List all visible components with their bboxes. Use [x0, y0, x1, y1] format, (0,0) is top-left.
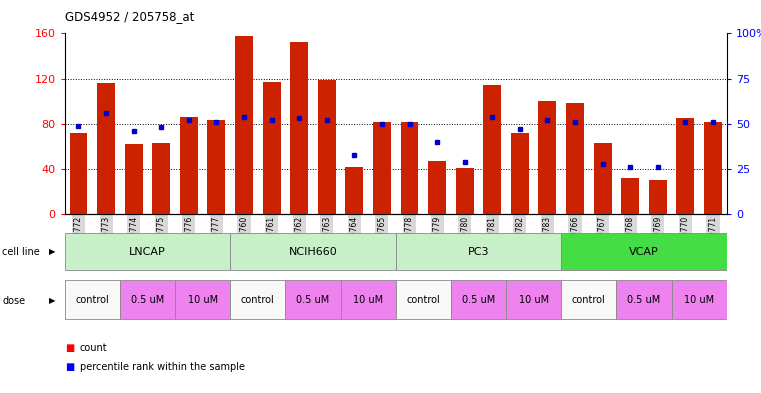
Text: ■: ■ — [65, 362, 74, 373]
Bar — [69, 133, 88, 214]
Bar — [451, 280, 506, 320]
Bar — [97, 83, 115, 214]
Bar — [230, 280, 285, 320]
Bar — [345, 167, 363, 214]
Bar — [180, 117, 198, 214]
Text: control: control — [75, 295, 109, 305]
Text: 0.5 uM: 0.5 uM — [627, 295, 661, 305]
Text: VCAP: VCAP — [629, 246, 659, 257]
Text: GDS4952 / 205758_at: GDS4952 / 205758_at — [65, 10, 194, 23]
Bar — [120, 280, 175, 320]
Text: 10 uM: 10 uM — [518, 295, 549, 305]
Bar — [428, 161, 446, 214]
Bar — [671, 280, 727, 320]
Text: LNCAP: LNCAP — [129, 246, 166, 257]
Bar — [263, 82, 281, 214]
Bar — [318, 80, 336, 214]
Bar — [704, 121, 722, 214]
Text: ▶: ▶ — [49, 247, 56, 256]
Bar — [373, 121, 391, 214]
Text: 0.5 uM: 0.5 uM — [131, 295, 164, 305]
Bar — [125, 144, 142, 214]
Text: 0.5 uM: 0.5 uM — [296, 295, 330, 305]
Bar — [208, 120, 225, 214]
Text: 10 uM: 10 uM — [187, 295, 218, 305]
Text: dose: dose — [2, 296, 25, 306]
Bar — [621, 178, 639, 214]
Bar — [483, 85, 501, 214]
Text: cell line: cell line — [2, 246, 40, 257]
Text: percentile rank within the sample: percentile rank within the sample — [80, 362, 245, 373]
Text: 0.5 uM: 0.5 uM — [462, 295, 495, 305]
Text: PC3: PC3 — [468, 246, 489, 257]
Bar — [285, 280, 341, 320]
Bar — [561, 280, 616, 320]
Text: count: count — [80, 343, 107, 353]
Text: NCIH660: NCIH660 — [288, 246, 337, 257]
Bar — [561, 233, 727, 270]
Bar — [65, 280, 119, 320]
Text: 10 uM: 10 uM — [684, 295, 715, 305]
Bar — [539, 101, 556, 214]
Bar — [511, 133, 529, 214]
Text: control: control — [241, 295, 275, 305]
Bar — [175, 280, 230, 320]
Bar — [290, 42, 308, 214]
Bar — [456, 168, 473, 214]
Text: control: control — [406, 295, 440, 305]
Text: ▶: ▶ — [49, 296, 56, 305]
Text: ■: ■ — [65, 343, 74, 353]
Bar — [566, 103, 584, 214]
Bar — [396, 280, 451, 320]
Bar — [230, 233, 396, 270]
Text: control: control — [572, 295, 606, 305]
Text: 10 uM: 10 uM — [353, 295, 384, 305]
Bar — [396, 233, 561, 270]
Bar — [152, 143, 170, 214]
Bar — [400, 121, 419, 214]
Bar — [341, 280, 396, 320]
Bar — [235, 36, 253, 214]
Bar — [65, 233, 230, 270]
Bar — [649, 180, 667, 214]
Bar — [506, 280, 561, 320]
Bar — [594, 143, 612, 214]
Bar — [677, 118, 694, 214]
Bar — [616, 280, 671, 320]
